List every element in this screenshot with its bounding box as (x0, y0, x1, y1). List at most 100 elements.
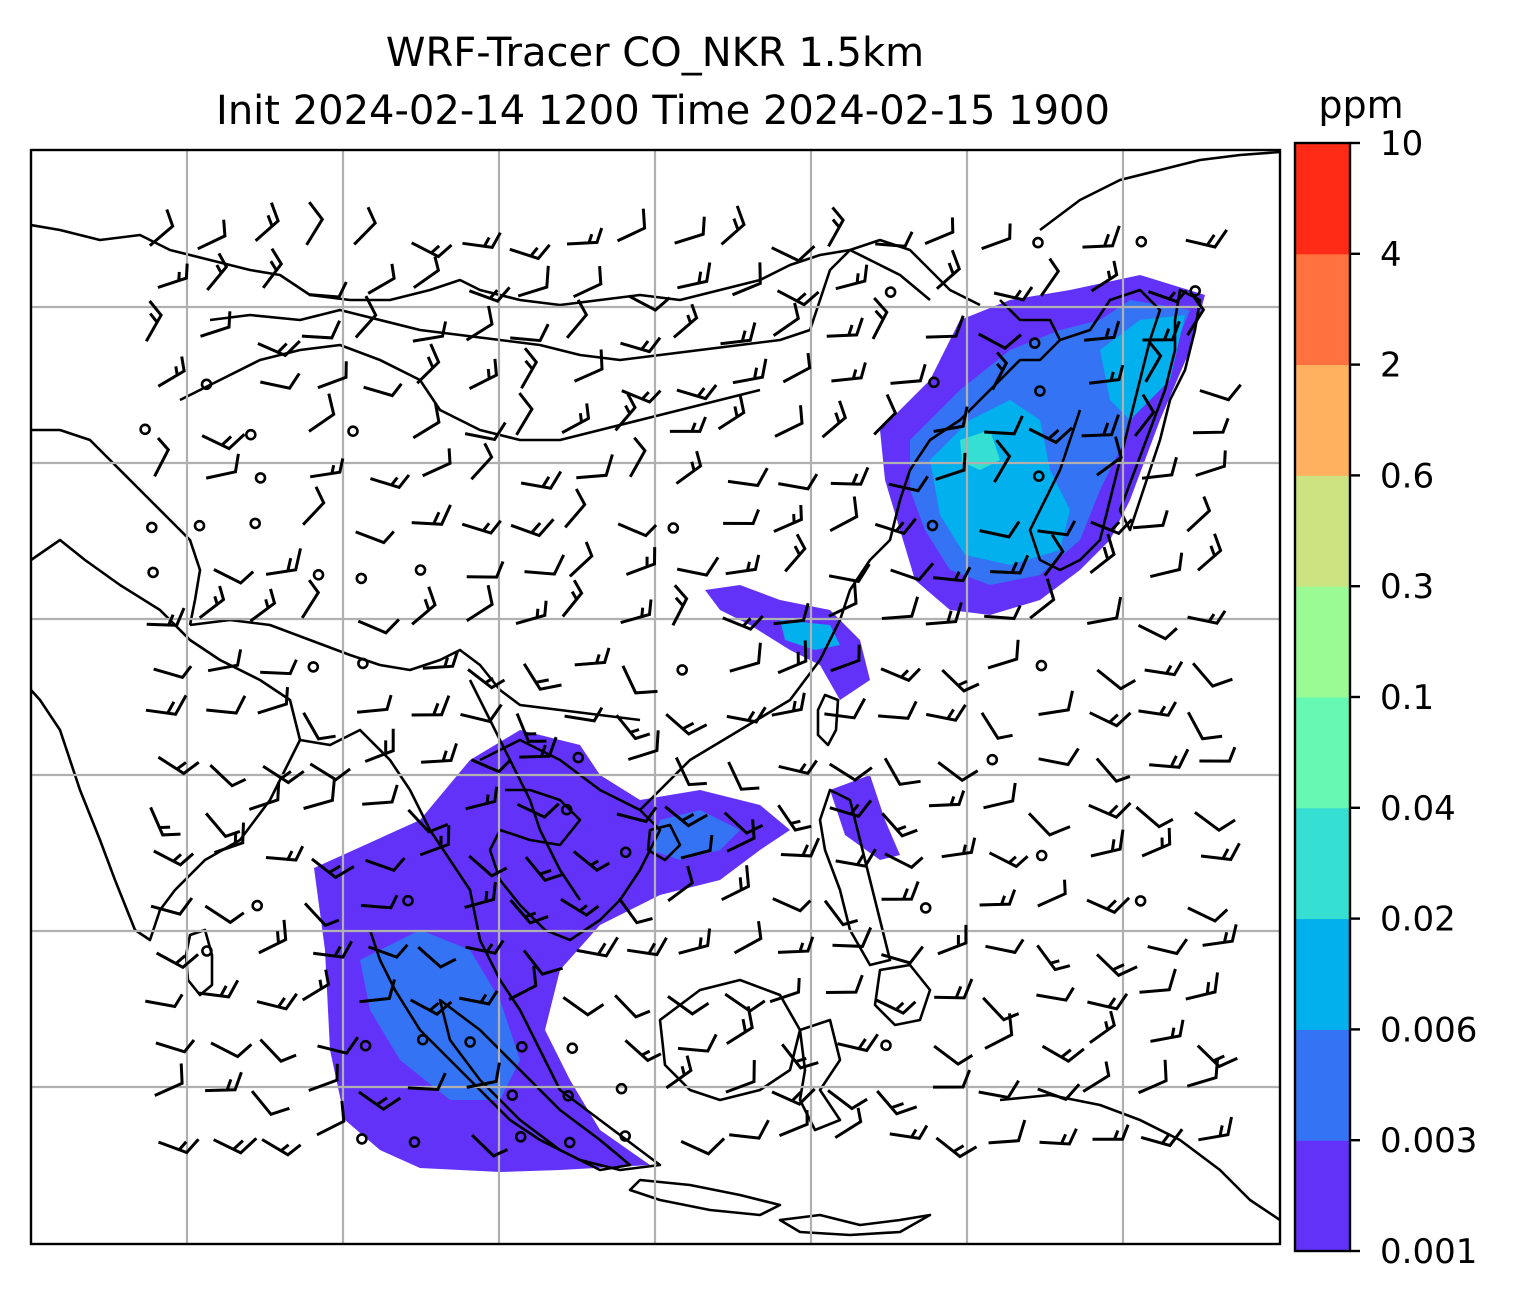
coast-korea (1028, 288, 1162, 572)
colorbar-tick-label: 0.1 (1380, 678, 1434, 718)
wind-barb (354, 295, 378, 339)
calm-wind-circle (1033, 470, 1045, 483)
wind-barb (726, 819, 756, 853)
wind-barb (409, 998, 453, 1017)
calm-wind-circle (1032, 236, 1044, 249)
wind-barb (359, 979, 396, 1004)
calm-wind-circle (1135, 235, 1148, 248)
wind-barb (574, 647, 611, 667)
wind-barb (1039, 1128, 1078, 1146)
colorbar-band (1295, 807, 1350, 920)
wind-barb (935, 452, 967, 481)
wind-barb (1088, 801, 1132, 819)
plume-philippines (830, 775, 900, 860)
calm-wind-circle (356, 1133, 368, 1145)
wind-barb (309, 762, 352, 782)
wind-barb (721, 865, 751, 902)
wind-barb (726, 1006, 754, 1045)
wind-barb (837, 1033, 879, 1053)
wind-barb (358, 1090, 402, 1112)
wind-barbs (144, 201, 1242, 1159)
wind-barb (614, 994, 651, 1019)
wind-barb (509, 899, 549, 925)
wind-barb (1137, 1059, 1168, 1095)
wind-barb (983, 782, 1017, 810)
wind-barb (1135, 806, 1174, 829)
wind-barb (262, 247, 284, 289)
wind-barb (875, 998, 917, 1015)
wind-barb (149, 806, 181, 837)
wind-barb (524, 554, 566, 576)
calm-wind-circle (249, 517, 261, 530)
wind-barb (363, 382, 403, 398)
wind-barb (467, 668, 506, 690)
wind-barb (829, 496, 859, 533)
wind-barb (470, 442, 494, 481)
map-area (31, 150, 1280, 1244)
calm-wind-circle (884, 286, 897, 298)
wind-barb (1096, 668, 1137, 691)
wind-barb (1137, 623, 1178, 641)
wind-barb (305, 201, 325, 246)
title-line-2: Init 2024-02-14 1200 Time 2024-02-15 190… (216, 88, 1110, 134)
calm-wind-circle (880, 1039, 892, 1052)
wind-barb (356, 694, 393, 714)
wind-barb (984, 604, 1022, 621)
wind-barb (155, 951, 200, 970)
colorbar-ticks: 0.001 0.003 0.006 0.02 0.04 0.1 0.3 0.6 2 4 10 (1350, 124, 1477, 1272)
wind-barb (871, 297, 889, 340)
colorbar-tick-label: 0.04 (1380, 789, 1456, 829)
calm-wind-circle (572, 751, 585, 764)
wind-barb (665, 1055, 693, 1090)
wind-barb (509, 243, 551, 261)
wind-barb (827, 1089, 868, 1111)
wind-barb (981, 223, 1012, 251)
wind-barb (411, 586, 437, 626)
plume-southeast-asia-mid (360, 930, 520, 1100)
wind-barb (417, 945, 457, 969)
wind-barb (877, 700, 918, 720)
wind-barb (771, 245, 816, 263)
calm-wind-circle (416, 1033, 429, 1046)
wind-barb (825, 974, 864, 994)
wind-barb (258, 919, 288, 955)
wind-barb (1187, 906, 1229, 923)
calm-wind-circle (200, 378, 213, 391)
colorbar: ppm 0.001 0.003 0.006 0.02 0.04 0.1 0.3 0.6 2 4 10 (1293, 83, 1477, 1272)
wind-barb (259, 372, 301, 390)
coast-japan (1118, 288, 1202, 532)
wind-barb (1141, 456, 1178, 480)
colorbar-band (1295, 1029, 1350, 1141)
wind-barb (617, 897, 653, 925)
coast-luzon (818, 788, 892, 967)
wind-barb (1027, 812, 1071, 837)
wind-barb (680, 834, 714, 860)
calm-wind-circle (667, 522, 680, 534)
wind-barb (881, 596, 920, 620)
wind-barb (937, 761, 979, 783)
colorbar-unit-label: ppm (1318, 83, 1403, 127)
wind-barb (727, 467, 769, 488)
wind-barb (1082, 225, 1121, 249)
wind-barb (257, 687, 289, 715)
wind-barb (1086, 896, 1131, 915)
wind-barb (1132, 509, 1169, 530)
wind-barb (519, 736, 558, 759)
wind-barb (146, 607, 186, 627)
wind-barb (1096, 436, 1123, 477)
wind-barb (213, 822, 245, 855)
wind-barb (466, 560, 505, 579)
calm-wind-circle (464, 1036, 476, 1048)
wind-barb (209, 764, 247, 788)
wind-barb (360, 894, 399, 910)
wind-barb (665, 713, 708, 736)
wind-barb (515, 713, 547, 743)
wind-barb (301, 969, 331, 1002)
wind-barb (620, 599, 653, 625)
wind-barb (1149, 748, 1190, 769)
wind-barb (213, 1137, 258, 1155)
wind-barb (576, 454, 614, 480)
wind-barb (155, 1039, 196, 1054)
wind-barb (510, 518, 555, 538)
wind-barb (407, 1072, 447, 1092)
